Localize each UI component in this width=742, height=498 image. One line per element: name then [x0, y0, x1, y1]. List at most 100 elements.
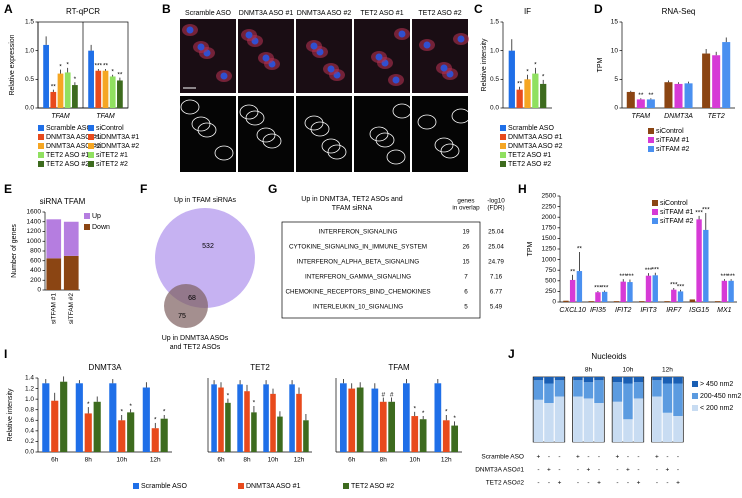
venn-count: 75 [178, 313, 186, 320]
bar [636, 99, 645, 108]
legend-swatch [38, 125, 44, 131]
cell-outline [369, 126, 389, 142]
bar [689, 299, 696, 302]
bar [93, 401, 101, 452]
table-cell: 25.04 [488, 244, 504, 251]
nucleus [186, 26, 194, 34]
bar [270, 393, 276, 452]
image [296, 96, 352, 172]
treatment-sign: + [587, 467, 591, 474]
x-tick-label: 6h [51, 457, 59, 464]
bar [388, 401, 396, 452]
legend-swatch [652, 209, 658, 215]
legend-swatch [88, 152, 94, 158]
chart-title: TFAM [388, 363, 410, 372]
bar-segment [633, 382, 644, 399]
bar [677, 291, 684, 302]
table-cell: CHEMOKINE_RECEPTORS_BIND_CHEMOKINES [285, 289, 430, 296]
bar [88, 50, 94, 108]
bar-segment [673, 383, 683, 416]
treatment-sign: - [627, 454, 629, 461]
bar [127, 412, 135, 452]
table-cell: 19 [462, 229, 470, 236]
nucleus [245, 31, 253, 39]
treatment-sign: + [616, 454, 620, 461]
significance-mark: ** [570, 269, 576, 276]
y-tick-label: 400 [30, 267, 41, 274]
legend-label: Up [92, 213, 101, 220]
treatment-sign: + [626, 467, 630, 474]
legend-label: DNMT3A ASO #2 [46, 143, 101, 150]
significance-mark: ** [577, 246, 583, 253]
panel-label: A [4, 2, 13, 16]
bar [356, 387, 364, 452]
treatment-sign: + [676, 480, 680, 487]
significance-mark: * [542, 74, 545, 81]
bar-segment [573, 396, 583, 442]
bar-segment [63, 255, 79, 290]
bar [664, 82, 673, 108]
legend-label: TET2 ASO #1 [46, 152, 89, 159]
bar [402, 383, 410, 452]
cell-outline [417, 114, 437, 130]
x-tick-label: TET2 [708, 113, 725, 120]
bar [339, 383, 347, 452]
legend-swatch [133, 483, 139, 489]
bar-segment [594, 377, 604, 381]
y-tick-label: 1250 [542, 246, 557, 253]
legend-swatch [692, 381, 698, 387]
image [180, 96, 236, 172]
table-cell: INTERFERON_GAMMA_SIGNALING [305, 274, 411, 281]
legend-swatch [500, 152, 506, 158]
y-tick-label: 1.5 [25, 19, 34, 26]
significance-mark: * [74, 76, 77, 83]
x-tick-label: 10h [268, 457, 279, 464]
table-cell: INTERFERON_ALPHA_BETA_SIGNALING [297, 259, 419, 266]
x-tick-label: 8h [243, 457, 251, 464]
y-tick-label: 0.0 [25, 105, 34, 112]
treatment-sign: + [666, 467, 670, 474]
bar [532, 73, 539, 108]
venn-set-label: Up in DNMT3A ASOs [162, 335, 229, 342]
y-tick-label: 10 [611, 47, 619, 54]
y-tick-label: 0.2 [25, 438, 34, 445]
bar [379, 401, 387, 452]
y-tick-label: 0 [552, 299, 556, 306]
bar-segment [633, 377, 644, 383]
significance-mark: ** [117, 71, 123, 78]
y-tick-label: 0 [37, 287, 41, 294]
cell-outline [197, 122, 217, 138]
treatment-label: TET2 ASO#2 [486, 480, 525, 487]
bar-segment [612, 382, 623, 402]
bar-segment [573, 380, 583, 397]
legend-label: siTFAM #1 [660, 209, 694, 216]
bar-segment [652, 377, 662, 381]
y-tick-label: 1.5 [490, 19, 499, 26]
treatment-sign: - [598, 454, 600, 461]
legend-swatch [500, 161, 506, 167]
bar-segment [573, 377, 583, 381]
y-tick-label: 0.0 [25, 449, 34, 456]
bar-segment [662, 377, 673, 384]
treatment-sign: - [637, 467, 639, 474]
treatment-sign: - [677, 467, 679, 474]
bar [721, 280, 728, 302]
bar [516, 89, 523, 108]
legend-label: siTET2 #1 [96, 152, 128, 159]
bar-segment [554, 377, 565, 381]
y-axis-label: Number of genes [11, 224, 18, 278]
x-tick-label: IFIT2 [615, 307, 631, 314]
bar [151, 428, 159, 452]
significance-mark: *** [626, 273, 634, 280]
cell-outline [310, 121, 330, 137]
bar-segment [63, 221, 79, 256]
image [238, 96, 294, 172]
y-axis-label: TPM [527, 241, 534, 256]
significance-mark: *** [619, 273, 627, 280]
y-tick-label: 500 [545, 278, 556, 285]
cell-outline [434, 137, 454, 153]
bar [508, 50, 515, 108]
venn-count: 532 [202, 243, 214, 250]
table-cell: 6 [464, 289, 468, 296]
bar [626, 91, 635, 108]
